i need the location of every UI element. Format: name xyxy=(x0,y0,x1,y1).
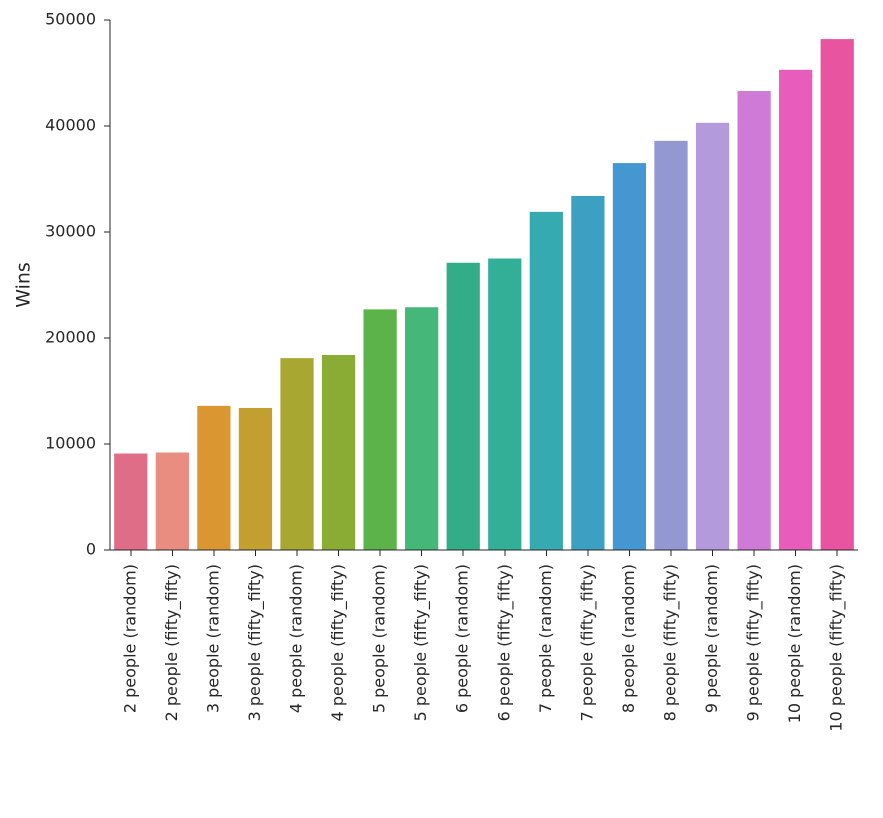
chart-container: 0 10000 20000 30000 40000 50000 2 people (rand… xyxy=(0,0,883,818)
y-tick-label: 10000 xyxy=(45,434,96,453)
x-tick-label: 5 people (fifty_fifty) xyxy=(411,564,431,721)
x-tick-label: 3 people (random) xyxy=(203,564,222,713)
bar xyxy=(280,358,313,550)
y-tick-label: 40000 xyxy=(45,116,96,135)
bar xyxy=(571,196,604,550)
x-tick-label: 2 people (fifty_fifty) xyxy=(162,564,182,721)
bar xyxy=(239,408,272,550)
bar xyxy=(530,212,563,550)
bar xyxy=(156,452,189,550)
x-tick-label: 10 people (fifty_fifty) xyxy=(827,564,847,732)
bar xyxy=(654,141,687,550)
x-tick-label: 8 people (fifty_fifty) xyxy=(661,564,681,721)
bar xyxy=(114,454,147,550)
bar xyxy=(696,123,729,550)
y-tick-label: 20000 xyxy=(45,328,96,347)
x-tick-label: 4 people (random) xyxy=(287,564,306,713)
bar xyxy=(488,259,521,551)
y-axis-label: Wins xyxy=(13,262,35,308)
bar xyxy=(447,263,480,550)
x-tick-label: 6 people (fifty_fifty) xyxy=(494,564,514,721)
x-tick-label: 4 people (fifty_fifty) xyxy=(328,564,348,721)
x-tick-label: 8 people (random) xyxy=(619,564,638,713)
x-tick-label: 5 people (random) xyxy=(370,564,389,713)
bar xyxy=(405,307,438,550)
x-tick-label: 6 people (random) xyxy=(453,564,472,713)
bar xyxy=(197,406,230,550)
x-tick-label: 9 people (random) xyxy=(702,564,721,713)
bar xyxy=(779,70,812,550)
x-tick-label: 9 people (fifty_fifty) xyxy=(744,564,764,721)
bar xyxy=(322,355,355,550)
bar-chart: 0 10000 20000 30000 40000 50000 2 people (rand… xyxy=(0,0,883,818)
bar xyxy=(737,91,770,550)
y-tick-label: 30000 xyxy=(45,222,96,241)
x-tick-label: 7 people (fifty_fifty) xyxy=(577,564,597,721)
x-tick-label: 10 people (random) xyxy=(785,564,804,723)
y-tick-label: 0 xyxy=(86,540,96,559)
x-tick-label: 7 people (random) xyxy=(536,564,555,713)
bar xyxy=(613,163,646,550)
y-tick-label: 50000 xyxy=(45,10,96,29)
x-tick-label: 3 people (fifty_fifty) xyxy=(245,564,265,721)
x-tick-label: 2 people (random) xyxy=(120,564,139,713)
bar xyxy=(821,39,854,550)
bar xyxy=(363,309,396,550)
